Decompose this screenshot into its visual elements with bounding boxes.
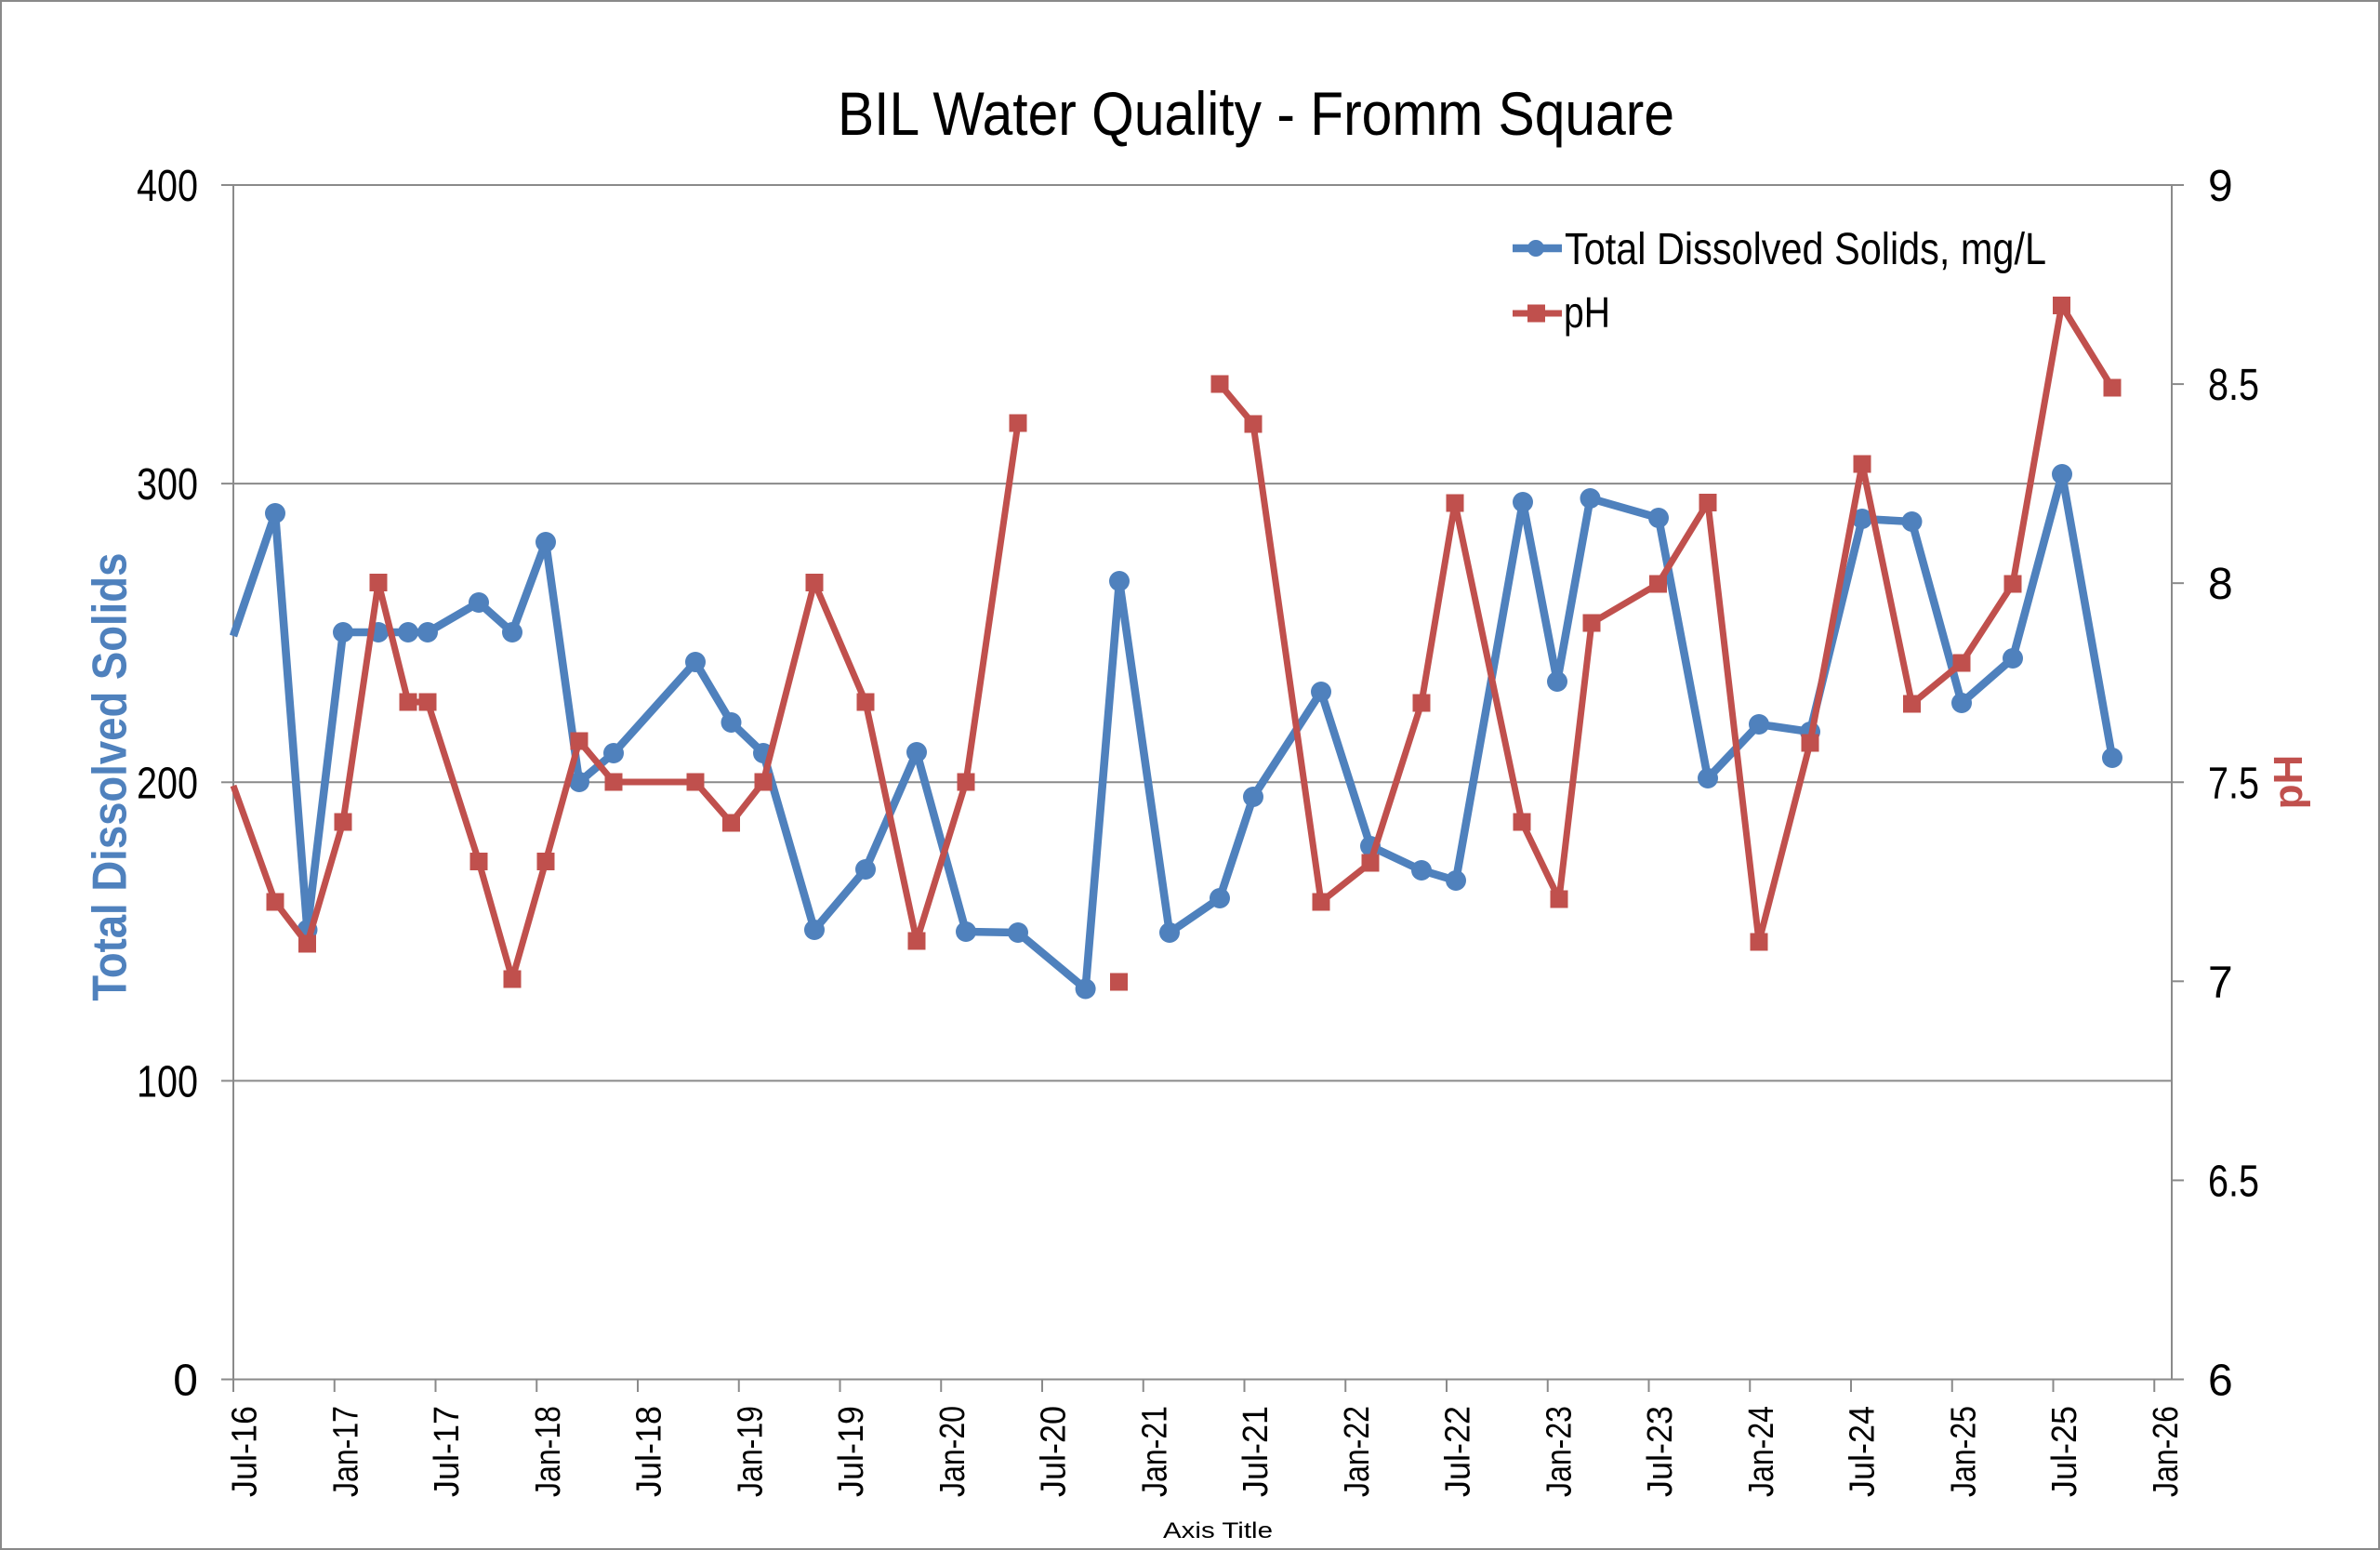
svg-text:Jan-17: Jan-17 bbox=[326, 1406, 365, 1497]
svg-text:Jul-24: Jul-24 bbox=[1844, 1406, 1883, 1497]
svg-text:Jul-25: Jul-25 bbox=[2045, 1406, 2084, 1497]
svg-text:200: 200 bbox=[137, 759, 198, 808]
svg-text:7: 7 bbox=[2208, 958, 2233, 1007]
svg-text:Jan-22: Jan-22 bbox=[1338, 1406, 1377, 1497]
svg-text:Jan-25: Jan-25 bbox=[1944, 1406, 1983, 1497]
svg-text:Jul-16: Jul-16 bbox=[226, 1406, 265, 1497]
svg-text:Jul-18: Jul-18 bbox=[630, 1406, 669, 1497]
svg-text:6: 6 bbox=[2208, 1357, 2233, 1406]
svg-text:100: 100 bbox=[137, 1057, 198, 1106]
svg-text:300: 300 bbox=[137, 460, 198, 510]
svg-text:Jan-21: Jan-21 bbox=[1135, 1406, 1174, 1497]
svg-text:Jan-24: Jan-24 bbox=[1742, 1406, 1781, 1497]
svg-text:Jul-23: Jul-23 bbox=[1641, 1406, 1680, 1497]
svg-text:0: 0 bbox=[173, 1357, 198, 1406]
svg-text:8: 8 bbox=[2208, 560, 2233, 609]
svg-text:Total Dissolved Solids: Total Dissolved Solids bbox=[84, 553, 138, 1001]
svg-text:BIL Water Quality - Fromm Squa: BIL Water Quality - Fromm Square bbox=[838, 79, 1674, 148]
svg-text:400: 400 bbox=[137, 162, 198, 211]
svg-text:Jan-18: Jan-18 bbox=[529, 1406, 568, 1497]
svg-text:Jul-19: Jul-19 bbox=[832, 1406, 871, 1497]
svg-text:Axis Title: Axis Title bbox=[1163, 1518, 1273, 1543]
svg-text:Jul-21: Jul-21 bbox=[1236, 1406, 1276, 1497]
svg-text:pH: pH bbox=[2266, 755, 2311, 810]
svg-text:Jan-19: Jan-19 bbox=[731, 1406, 770, 1497]
svg-text:Jul-20: Jul-20 bbox=[1035, 1406, 1074, 1497]
svg-text:Jul-17: Jul-17 bbox=[428, 1406, 467, 1497]
svg-text:Jan-23: Jan-23 bbox=[1540, 1406, 1579, 1497]
svg-text:Jan-26: Jan-26 bbox=[2147, 1406, 2186, 1497]
svg-text:9: 9 bbox=[2208, 162, 2233, 211]
svg-text:Jul-22: Jul-22 bbox=[1439, 1406, 1478, 1497]
svg-text:7.5: 7.5 bbox=[2208, 759, 2259, 808]
svg-text:Total Dissolved Solids, mg/L: Total Dissolved Solids, mg/L bbox=[1565, 225, 2046, 274]
svg-text:pH: pH bbox=[1564, 288, 1610, 337]
svg-text:Jan-20: Jan-20 bbox=[933, 1406, 972, 1497]
svg-text:6.5: 6.5 bbox=[2208, 1157, 2259, 1206]
svg-text:8.5: 8.5 bbox=[2208, 361, 2259, 410]
